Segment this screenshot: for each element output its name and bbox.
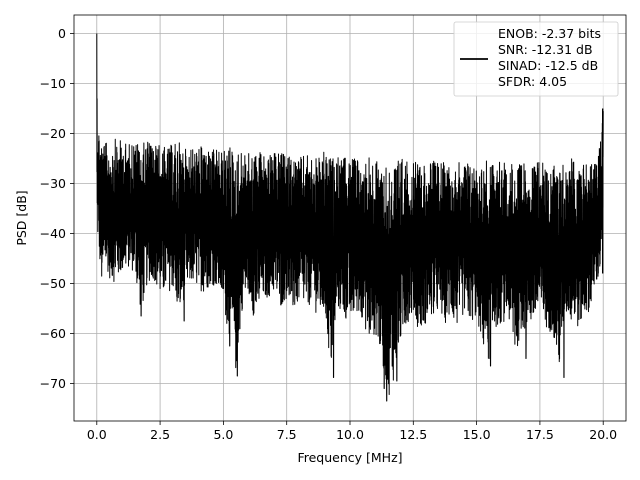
x-tick-label: 10.0 [336,427,364,442]
x-tick-label: 0.0 [87,427,107,442]
x-tick-label: 17.5 [526,427,554,442]
y-tick-label: −50 [40,276,66,291]
y-tick-label: −30 [40,176,66,191]
y-tick-label: −10 [40,76,66,91]
psd-trace [96,33,604,402]
y-tick-label: −60 [40,326,66,341]
x-tick-label: 7.5 [277,427,297,442]
psd-series-line [96,33,604,402]
legend-enob: ENOB: -2.37 bits [498,26,601,41]
legend: ENOB: -2.37 bits SNR: -12.31 dB SINAD: -… [453,21,619,97]
legend-snr: SNR: -12.31 dB [498,42,593,57]
x-tick-label: 5.0 [213,427,233,442]
legend-sfdr: SFDR: 4.05 [498,74,567,89]
x-tick-label: 20.0 [589,427,617,442]
x-tick-label: 15.0 [463,427,491,442]
x-axis-ticks: 0.0 2.5 5.0 7.5 10.0 12.5 15.0 17.5 20.0 [87,421,617,442]
y-tick-label: 0 [58,26,66,41]
legend-box [453,21,619,97]
y-tick-label: −20 [40,126,66,141]
legend-sinad: SINAD: -12.5 dB [498,58,598,73]
y-axis-label: PSD [dB] [14,190,29,245]
x-axis-label: Frequency [MHz] [297,450,402,465]
y-tick-label: −70 [40,376,66,391]
y-tick-label: −40 [40,226,66,241]
y-axis-ticks: 0 −10 −20 −30 −40 −50 −60 −70 [40,26,74,391]
x-tick-label: 12.5 [399,427,427,442]
x-tick-label: 2.5 [150,427,170,442]
